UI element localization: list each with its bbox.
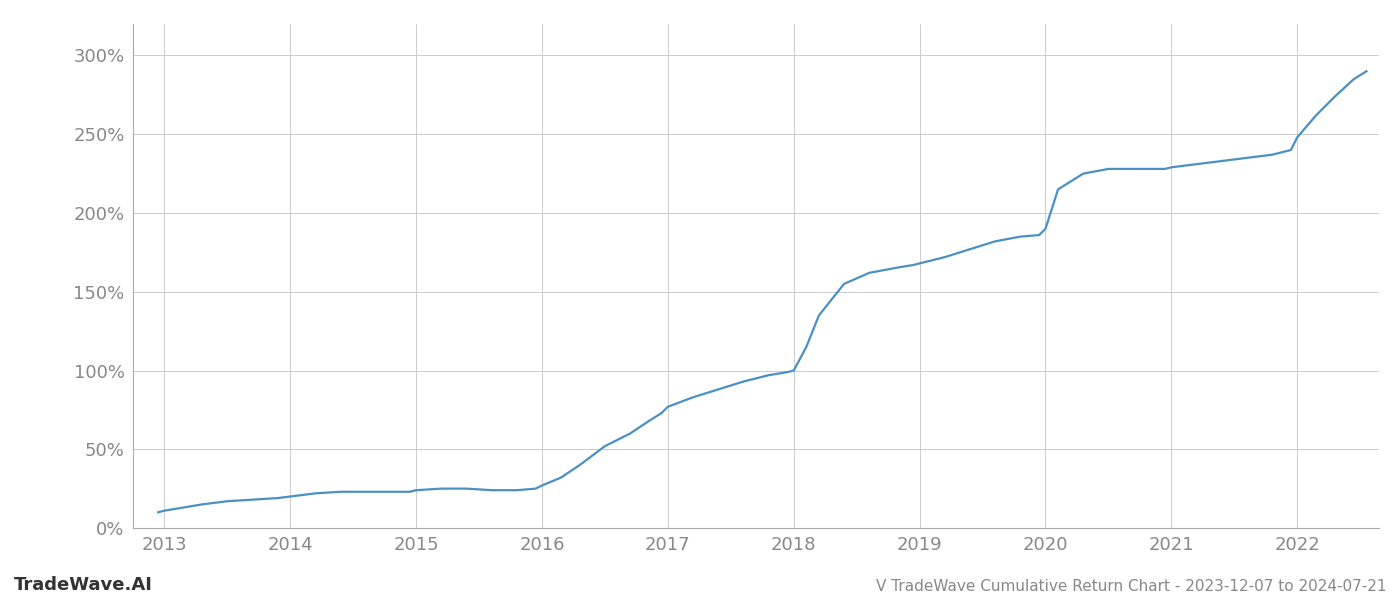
Text: V TradeWave Cumulative Return Chart - 2023-12-07 to 2024-07-21: V TradeWave Cumulative Return Chart - 20… xyxy=(875,579,1386,594)
Text: TradeWave.AI: TradeWave.AI xyxy=(14,576,153,594)
